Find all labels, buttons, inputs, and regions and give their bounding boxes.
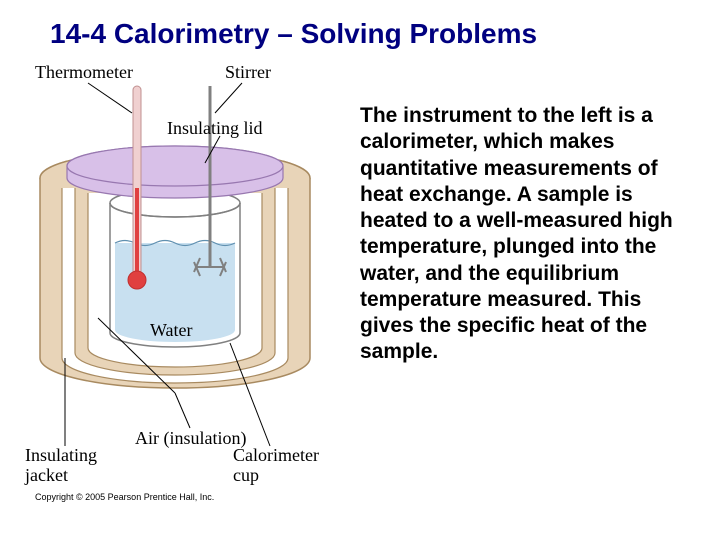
- label-stirrer: Stirrer: [225, 62, 271, 83]
- copyright-text: Copyright © 2005 Pearson Prentice Hall, …: [35, 492, 214, 502]
- label-thermometer: Thermometer: [35, 62, 133, 83]
- content-row: Thermometer Stirrer Insulating lid Water…: [0, 50, 720, 498]
- body-text: The instrument to the left is a calorime…: [360, 103, 700, 366]
- label-lid: Insulating lid: [167, 118, 263, 139]
- label-water: Water: [150, 320, 193, 341]
- diagram-column: Thermometer Stirrer Insulating lid Water…: [20, 58, 360, 498]
- page-title: 14-4 Calorimetry – Solving Problems: [0, 0, 720, 50]
- label-air: Air (insulation): [135, 428, 246, 449]
- label-jacket: Insulatingjacket: [25, 446, 97, 486]
- text-column: The instrument to the left is a calorime…: [360, 58, 700, 498]
- label-cup: Calorimetercup: [233, 446, 319, 486]
